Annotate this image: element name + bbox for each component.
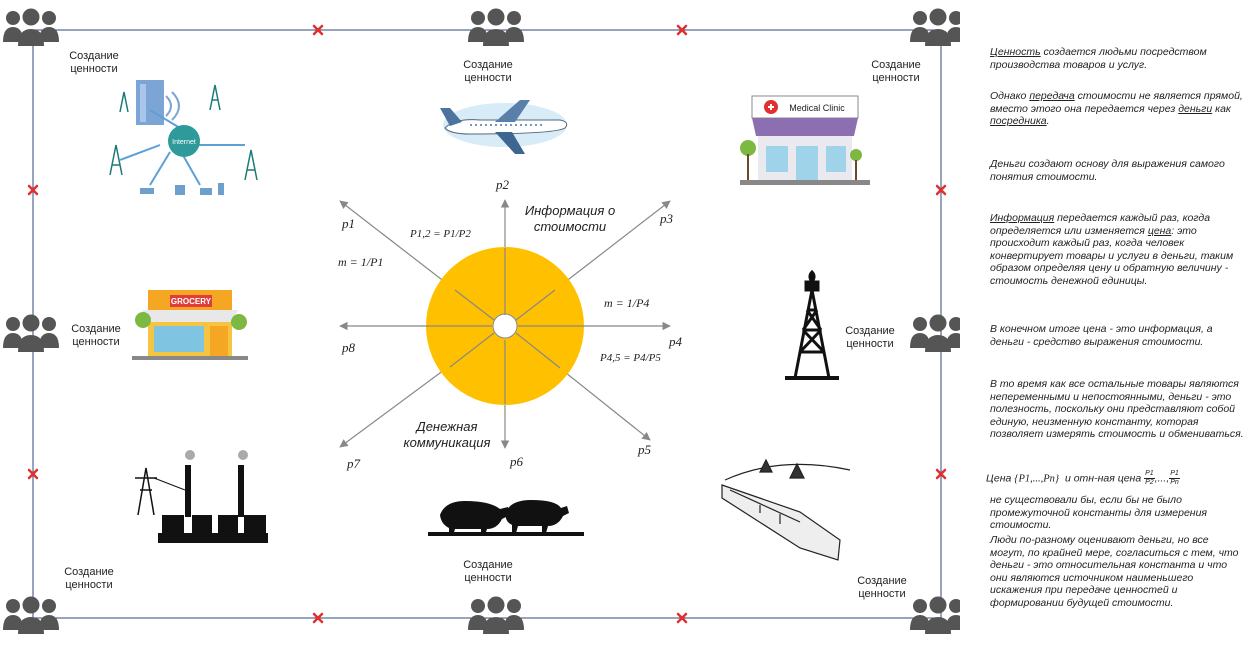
people-icon [468, 8, 524, 46]
internet-network-icon: Internet [109, 80, 258, 195]
formula-p12: P1,2 = P1/P2 [410, 228, 471, 240]
medical-clinic-icon: Medical Clinic [740, 95, 870, 185]
people-icon [910, 8, 960, 46]
p2-label: p2 [496, 177, 509, 192]
value-creation-br: Создание ценности [857, 575, 907, 600]
people-icon [3, 8, 59, 46]
value-creation-tc: Создание ценности [463, 59, 513, 84]
train-icon [721, 458, 851, 561]
value-creation-ml: Создание ценности [71, 323, 121, 348]
value-creation-tl: Создание ценности [69, 50, 119, 75]
price-info-label: Информация о стоимости [524, 203, 616, 234]
p1-label: p1 [342, 216, 355, 231]
p7-label: p7 [347, 456, 360, 471]
value-creation-bl: Создание ценности [64, 566, 114, 591]
note-7: Цена {P1,...,Pn} и отн-ная цена P1 P2,...… [986, 470, 1180, 486]
formula-m4: m = 1/P4 [604, 296, 650, 310]
oil-rig-icon [785, 269, 839, 380]
note-5: В конечном итоге цена - это информация, … [990, 323, 1213, 348]
p6-label: p6 [510, 454, 523, 469]
formula-p45: P4,5 = P4/P5 [600, 352, 661, 364]
internet-label: Internet [172, 139, 196, 146]
people-icon [3, 596, 59, 634]
money-core [492, 313, 518, 339]
note-1: Ценность создается людьми посредством пр… [990, 46, 1207, 71]
p5-label: p5 [638, 442, 651, 457]
note-4: Информация передается каждый раз, когда … [990, 212, 1234, 287]
value-creation-mr: Создание ценности [845, 325, 895, 350]
note-3: Деньги создают основу для выражения само… [990, 158, 1225, 183]
people-icon [910, 314, 960, 352]
p3-label: p3 [660, 211, 673, 226]
value-creation-bc: Создание ценности [463, 559, 513, 584]
money-comm-label: Денежная коммуникация [403, 419, 491, 450]
note-9: Люди по-разному оценивают деньги, но все… [990, 534, 1239, 609]
note-8: не существовали бы, если бы не было пром… [990, 494, 1208, 531]
cattle-icon [428, 500, 584, 536]
value-diagram: Internet Medical Clinic [3, 8, 960, 634]
power-plant-icon [135, 450, 268, 543]
value-creation-tr: Создание ценности [871, 59, 921, 84]
people-icon [468, 596, 524, 634]
airplane-icon [440, 100, 568, 154]
note-2: Однако передача стоимости не является пр… [990, 90, 1243, 127]
clinic-sign: Medical Clinic [789, 103, 845, 113]
note-6: В то время как все остальные товары явля… [990, 378, 1244, 440]
grocery-sign: GROCERY [171, 297, 212, 306]
p8-label: p8 [342, 340, 355, 355]
people-icon [910, 596, 960, 634]
grocery-store-icon: GROCERY [132, 290, 248, 360]
p4-label: p4 [669, 334, 682, 349]
formula-m1: m = 1/P1 [338, 255, 384, 269]
